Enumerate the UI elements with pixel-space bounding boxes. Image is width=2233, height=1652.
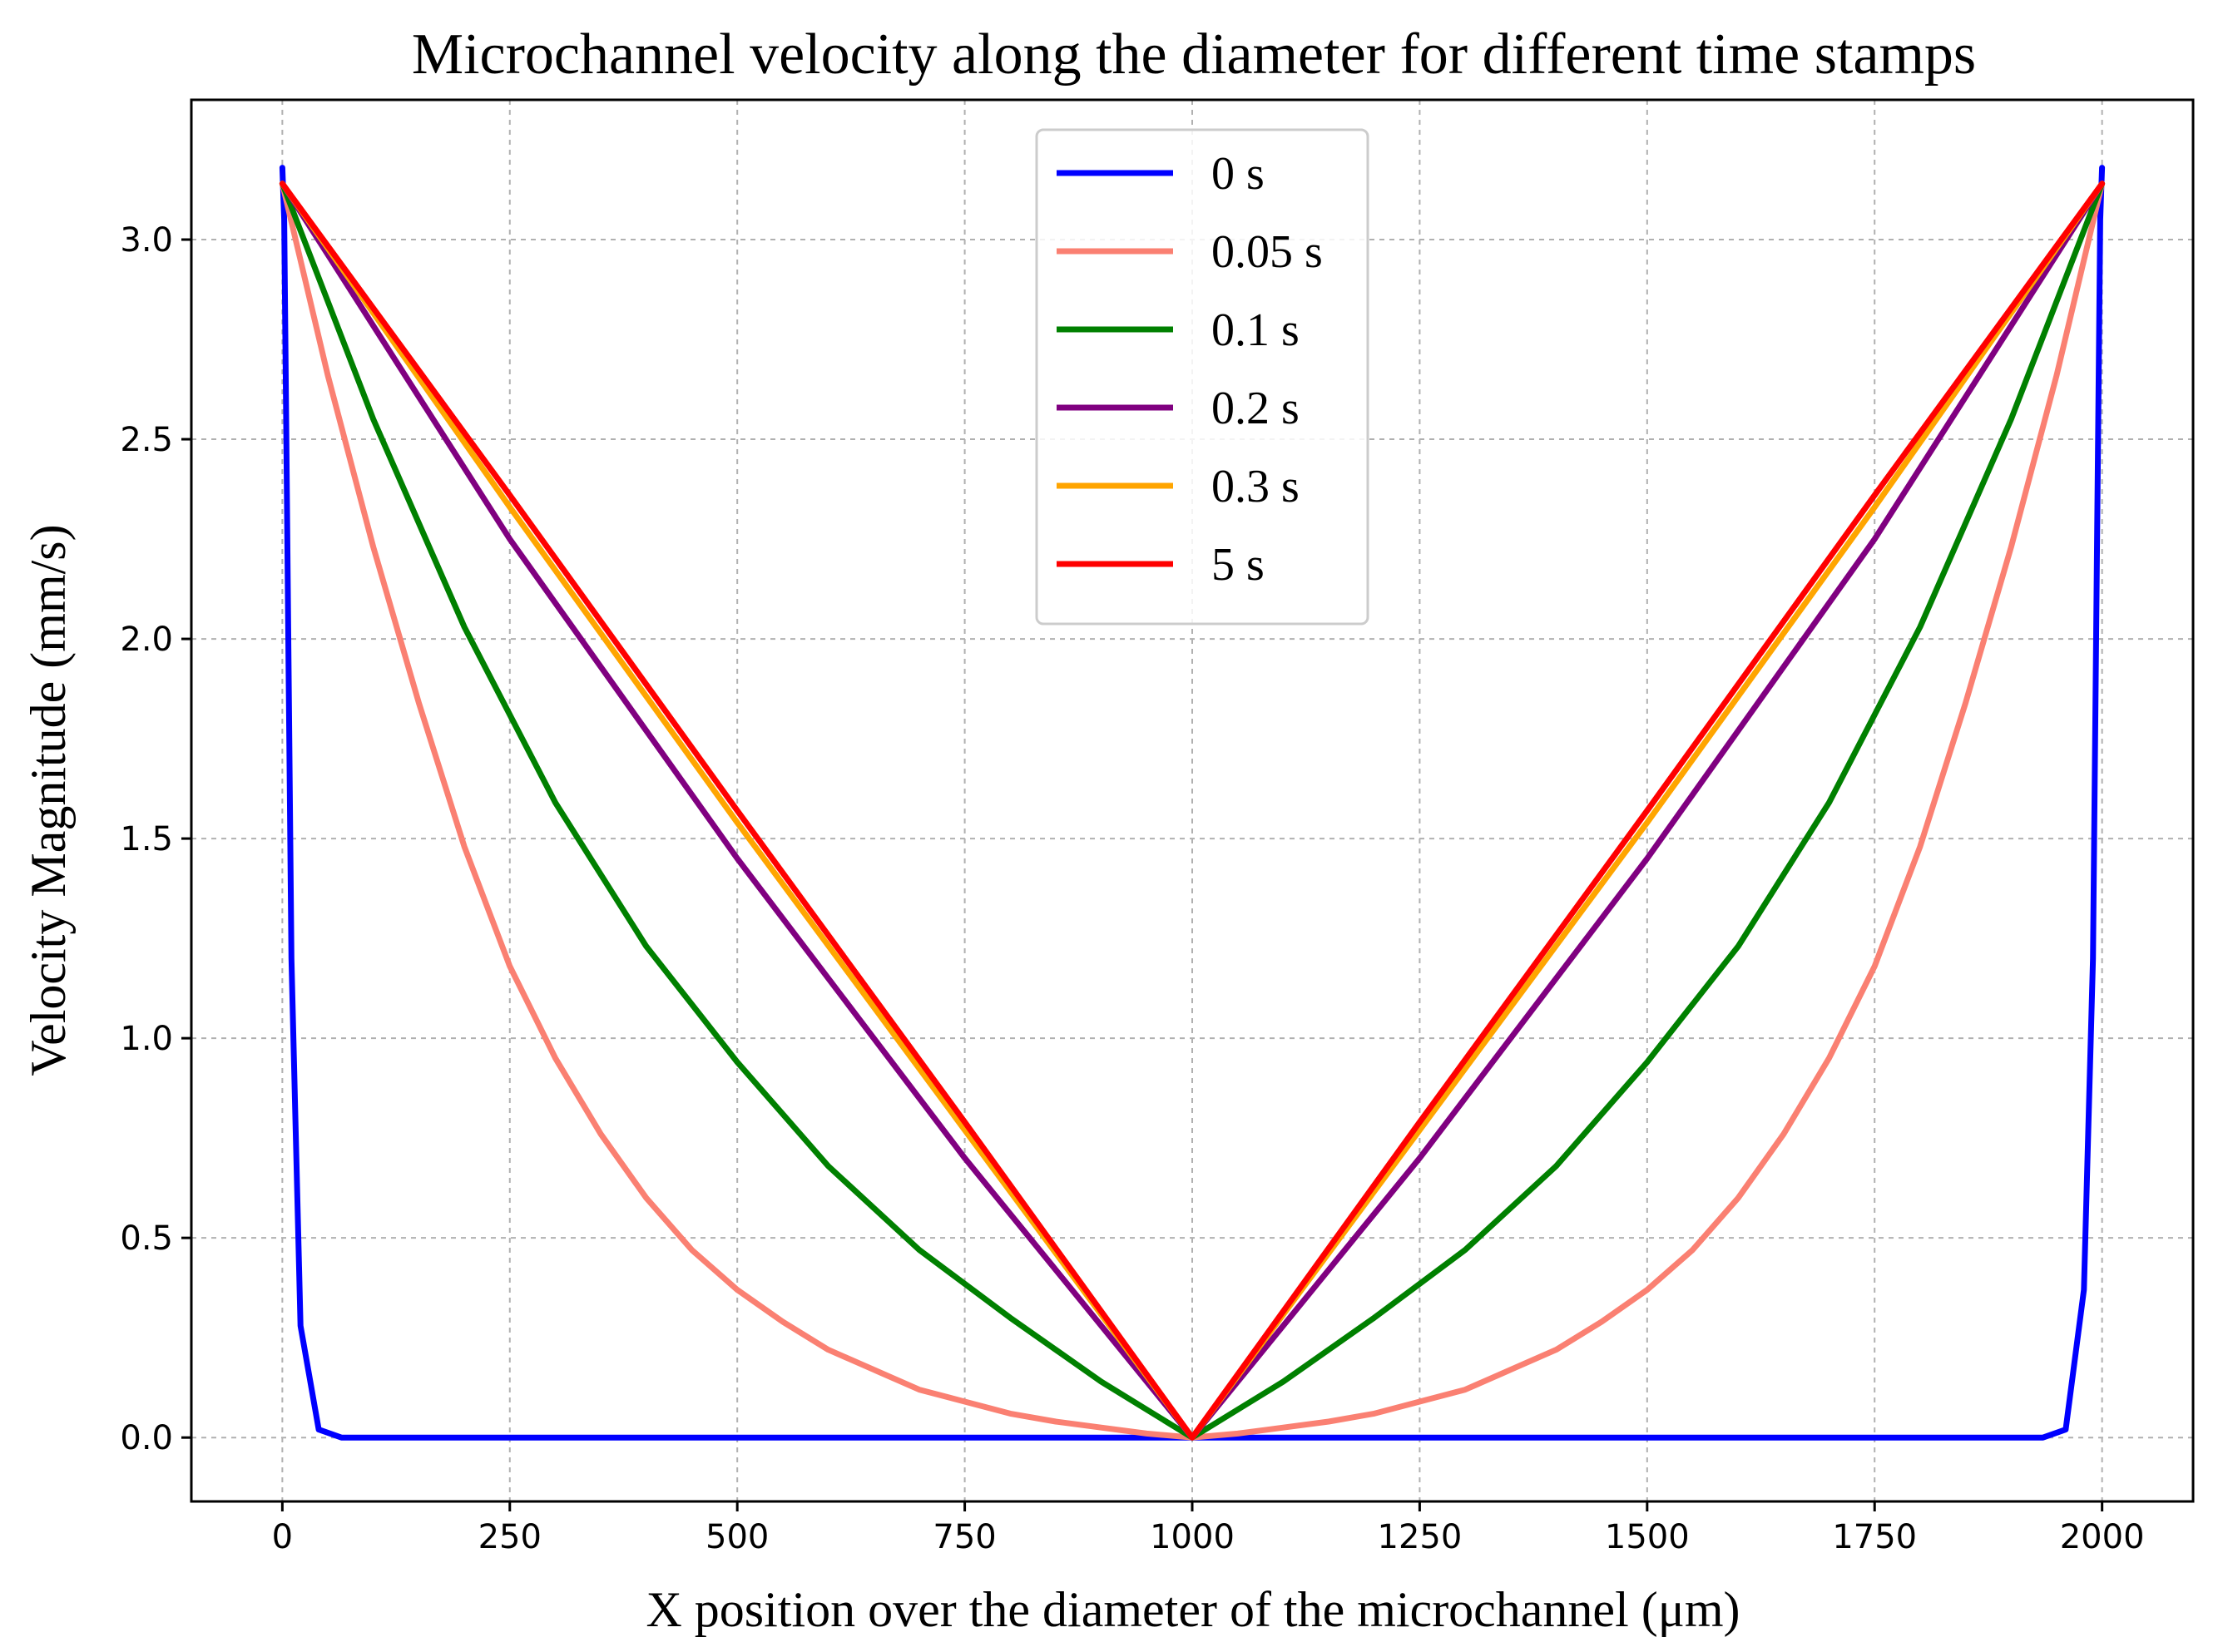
y-tick-label: 0.0 xyxy=(120,1419,173,1457)
y-axis-label: Velocity Magnitude (mm/s) xyxy=(21,524,76,1076)
legend: 0 s 0.05 s 0.1 s 0.2 s 0.3 s 5 s xyxy=(1035,128,1369,626)
chart-title: Microchannel velocity along the diameter… xyxy=(412,22,1976,87)
y-tick-label: 0.5 xyxy=(120,1219,173,1258)
x-tick-label: 1000 xyxy=(1150,1518,1235,1556)
y-tick-label: 2.5 xyxy=(120,421,173,459)
x-tick-label: 1500 xyxy=(1605,1518,1690,1556)
grid xyxy=(191,100,2193,1501)
x-tick-label: 750 xyxy=(933,1518,996,1556)
legend-label: 0.05 s xyxy=(1211,226,1323,278)
series-lines xyxy=(279,165,2106,1441)
legend-label: 0.3 s xyxy=(1211,461,1300,512)
y-tick-label: 2.0 xyxy=(120,621,173,659)
legend-label: 0.1 s xyxy=(1211,304,1300,356)
legend-label: 0.2 s xyxy=(1211,383,1300,434)
legend-box xyxy=(1035,128,1369,626)
x-axis-label: X position over the diameter of the micr… xyxy=(646,1582,1740,1637)
legend-label: 0 s xyxy=(1211,148,1265,200)
x-tick-label: 1750 xyxy=(1832,1518,1917,1556)
x-tick-label: 250 xyxy=(478,1518,542,1556)
series-line-5-s xyxy=(279,181,2106,1441)
y-tick-label: 1.5 xyxy=(120,820,173,858)
x-tick-label: 0 xyxy=(272,1518,293,1556)
axis-ticks: 0 250 500 750 1000 1250 1500 1750 2000 0.0 0.5 1.0 1… xyxy=(120,221,2144,1556)
y-tick-label: 3.0 xyxy=(120,221,173,260)
x-tick-label: 2000 xyxy=(2060,1518,2145,1556)
y-tick-label: 1.0 xyxy=(120,1020,173,1058)
x-tick-label: 1250 xyxy=(1378,1518,1463,1556)
legend-label: 5 s xyxy=(1211,539,1265,591)
x-tick-label: 500 xyxy=(706,1518,769,1556)
